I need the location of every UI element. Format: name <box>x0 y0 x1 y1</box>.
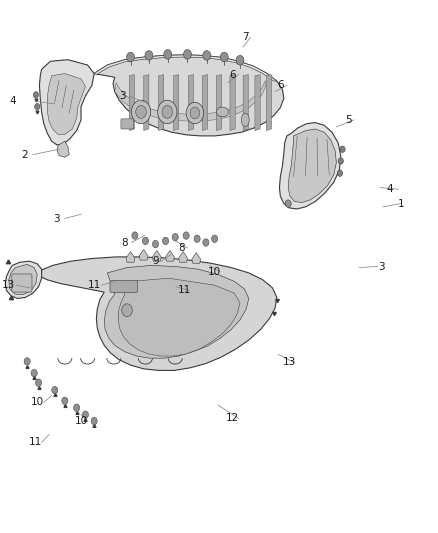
Polygon shape <box>166 251 174 261</box>
Circle shape <box>127 52 134 62</box>
Text: 6: 6 <box>229 70 236 79</box>
Text: 3: 3 <box>378 262 385 271</box>
Text: 2: 2 <box>21 150 28 159</box>
Text: 3: 3 <box>53 214 60 223</box>
Circle shape <box>285 200 291 207</box>
Polygon shape <box>9 264 37 295</box>
Circle shape <box>62 397 68 405</box>
Polygon shape <box>37 257 277 370</box>
Text: 5: 5 <box>345 115 352 125</box>
Text: 7: 7 <box>242 33 249 42</box>
FancyBboxPatch shape <box>12 274 32 292</box>
Circle shape <box>136 106 146 118</box>
Circle shape <box>183 232 189 239</box>
Circle shape <box>190 107 200 119</box>
FancyBboxPatch shape <box>110 280 138 293</box>
Circle shape <box>31 369 37 377</box>
Text: 11: 11 <box>88 280 101 290</box>
Circle shape <box>82 411 88 418</box>
Polygon shape <box>139 249 148 260</box>
Circle shape <box>172 233 178 241</box>
Circle shape <box>35 379 42 386</box>
Circle shape <box>236 55 244 65</box>
Text: 13: 13 <box>2 280 15 290</box>
Circle shape <box>203 239 209 246</box>
Text: 3: 3 <box>119 91 126 101</box>
Polygon shape <box>104 265 249 358</box>
Polygon shape <box>243 75 248 131</box>
Polygon shape <box>288 129 336 203</box>
Circle shape <box>122 304 132 317</box>
Circle shape <box>186 102 204 124</box>
Circle shape <box>24 358 30 365</box>
Circle shape <box>131 100 151 124</box>
Text: 1: 1 <box>397 199 404 208</box>
Polygon shape <box>188 75 194 131</box>
Text: 11: 11 <box>28 438 42 447</box>
Circle shape <box>220 52 228 62</box>
Circle shape <box>145 51 153 60</box>
Circle shape <box>35 103 40 110</box>
Text: 10: 10 <box>31 398 44 407</box>
Polygon shape <box>179 252 187 262</box>
Polygon shape <box>159 75 164 131</box>
Text: 6: 6 <box>277 80 284 90</box>
Circle shape <box>74 404 80 411</box>
Text: 10: 10 <box>74 416 88 426</box>
Text: 13: 13 <box>283 358 296 367</box>
Ellipse shape <box>241 114 249 127</box>
Polygon shape <box>202 75 208 131</box>
Text: 12: 12 <box>226 414 239 423</box>
Circle shape <box>340 146 345 152</box>
Polygon shape <box>129 75 134 131</box>
Text: 9: 9 <box>152 256 159 266</box>
Text: 10: 10 <box>208 267 221 277</box>
Text: 8: 8 <box>121 238 128 247</box>
Polygon shape <box>57 141 69 157</box>
Polygon shape <box>216 75 222 131</box>
Circle shape <box>212 235 218 243</box>
Polygon shape <box>39 60 94 145</box>
Text: 8: 8 <box>178 243 185 253</box>
Circle shape <box>337 170 343 176</box>
Polygon shape <box>255 75 260 131</box>
Polygon shape <box>115 81 266 121</box>
Circle shape <box>52 386 58 394</box>
Circle shape <box>162 106 173 118</box>
Circle shape <box>132 232 138 239</box>
Circle shape <box>142 237 148 245</box>
Polygon shape <box>152 251 161 261</box>
Circle shape <box>184 50 191 59</box>
FancyBboxPatch shape <box>121 119 134 129</box>
Polygon shape <box>192 253 201 263</box>
Circle shape <box>203 51 211 60</box>
Polygon shape <box>173 75 179 131</box>
Circle shape <box>152 240 159 248</box>
Polygon shape <box>47 74 85 134</box>
Text: 4: 4 <box>386 184 393 194</box>
Circle shape <box>194 235 200 243</box>
Text: 11: 11 <box>177 286 191 295</box>
Polygon shape <box>117 278 240 356</box>
Polygon shape <box>279 123 341 209</box>
Circle shape <box>33 92 39 98</box>
Polygon shape <box>5 261 42 298</box>
Circle shape <box>338 158 343 164</box>
Polygon shape <box>94 55 277 81</box>
Circle shape <box>164 50 172 59</box>
Polygon shape <box>266 75 272 131</box>
Polygon shape <box>94 55 284 136</box>
Ellipse shape <box>216 107 229 117</box>
Circle shape <box>162 237 169 245</box>
Polygon shape <box>230 75 235 131</box>
Circle shape <box>158 100 177 124</box>
Circle shape <box>91 417 97 425</box>
Text: 4: 4 <box>10 96 17 106</box>
Polygon shape <box>126 252 135 262</box>
Polygon shape <box>144 75 149 131</box>
